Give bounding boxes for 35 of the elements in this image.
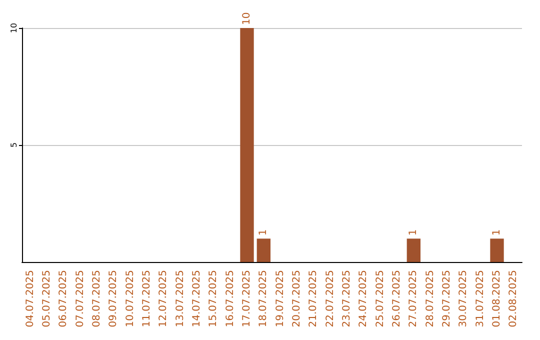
x-tick-label: 28.07.2025 xyxy=(424,270,436,328)
x-tick-label: 31.07.2025 xyxy=(474,270,486,328)
x-tick-label: 15.07.2025 xyxy=(208,270,220,328)
x-tick-label: 06.07.2025 xyxy=(58,270,70,328)
x-tick-label: 13.07.2025 xyxy=(174,270,186,328)
x-tick-label: 18.07.2025 xyxy=(258,270,270,328)
x-tick-label: 05.07.2025 xyxy=(42,270,52,328)
x-tick-label: 21.07.2025 xyxy=(308,270,320,328)
data-label: 10 xyxy=(242,12,252,25)
x-tick-label: 17.07.2025 xyxy=(242,270,252,328)
x-tick-label: 26.07.2025 xyxy=(392,270,402,328)
x-tick-label: 08.07.2025 xyxy=(92,270,102,328)
x-tick-label: 14.07.2025 xyxy=(192,270,202,328)
x-tick-label: 30.07.2025 xyxy=(458,270,470,328)
x-tick-label: 20.07.2025 xyxy=(292,270,302,328)
x-tick-label: 07.07.2025 xyxy=(74,270,86,328)
x-tick-label: 10.07.2025 xyxy=(124,270,136,328)
x-tick-label: 19.07.2025 xyxy=(274,270,286,328)
x-tick-label: 16.07.2025 xyxy=(224,270,236,328)
x-tick-label: 27.07.2025 xyxy=(408,270,420,328)
x-tick-label: 22.07.2025 xyxy=(324,270,336,328)
x-tick-label: 12.07.2025 xyxy=(158,270,170,328)
data-label: 1 xyxy=(492,229,502,236)
x-tick-label: 02.08.2025 xyxy=(508,270,520,328)
x-tick-label: 04.07.2025 xyxy=(24,270,36,328)
data-label: 1 xyxy=(258,229,270,236)
x-tick-label: 23.07.2025 xyxy=(342,270,352,328)
x-tick-label: 24.07.2025 xyxy=(358,270,370,328)
x-tick-label: 09.07.2025 xyxy=(108,270,120,328)
x-tick-label: 01.08.2025 xyxy=(492,270,502,328)
x-tick-label: 11.07.2025 xyxy=(142,270,152,328)
y-tick-label: 5 xyxy=(10,142,18,148)
x-tick-label: 25.07.2025 xyxy=(374,270,386,328)
data-label: 1 xyxy=(408,229,420,236)
x-tick-label: 29.07.2025 xyxy=(442,270,452,328)
